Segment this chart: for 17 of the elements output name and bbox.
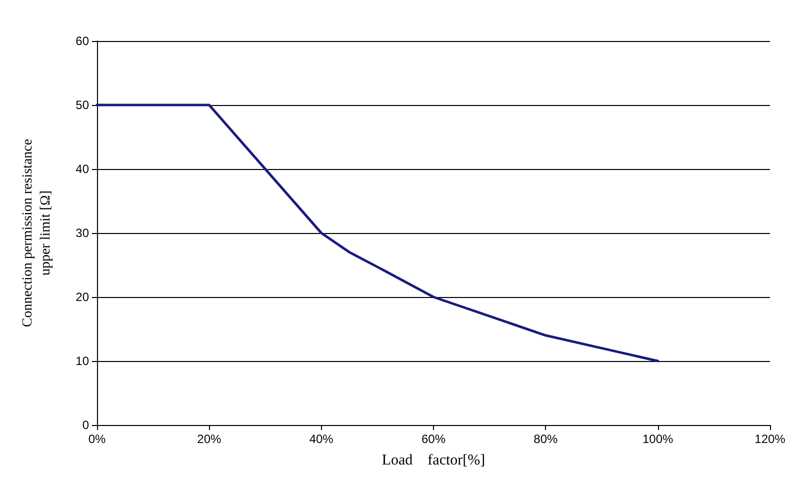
x-axis-title: Load factor[%] <box>382 452 486 468</box>
x-tick-label: 60% <box>421 432 446 446</box>
y-tick-label: 0 <box>82 418 90 432</box>
x-tick-label: 100% <box>642 432 674 446</box>
x-tick-label: 80% <box>534 432 558 446</box>
y-tick-label: 60 <box>76 34 90 48</box>
y-tick-label: 10 <box>76 354 90 368</box>
y-axis-title: Connection permission resistance upper limit [Ω] <box>20 138 54 328</box>
x-tick-label: 120% <box>754 432 786 446</box>
y-tick-label: 30 <box>76 226 90 240</box>
line-series <box>96 104 660 362</box>
x-tick-label: 20% <box>197 432 222 446</box>
x-tick-label: 0% <box>88 432 106 446</box>
y-tick-label: 20 <box>76 290 90 304</box>
y-tick-label: 40 <box>76 162 90 176</box>
x-tick-label: 40% <box>309 432 334 446</box>
y-tick-label: 50 <box>76 98 90 112</box>
